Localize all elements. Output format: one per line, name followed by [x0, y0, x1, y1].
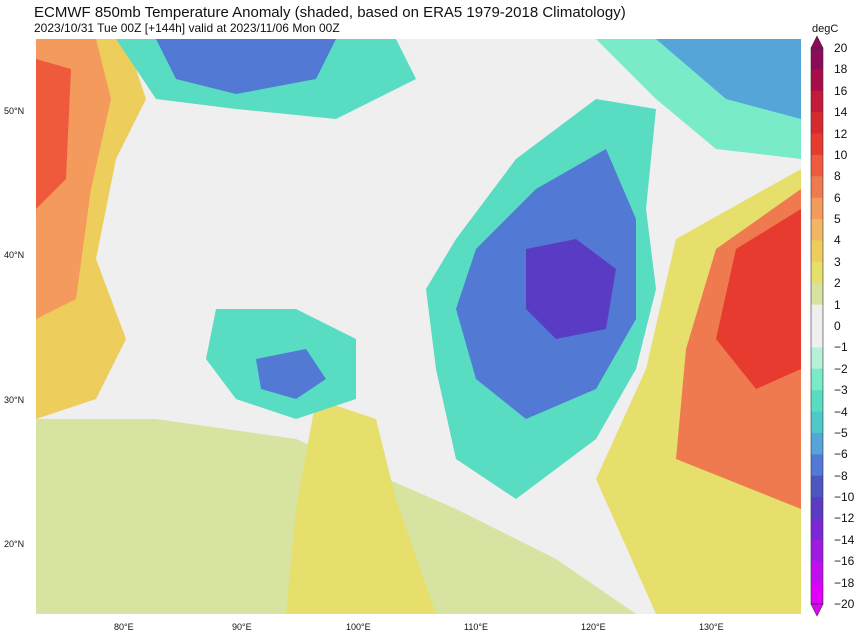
colorbar-tick-label: 6: [834, 190, 841, 205]
lon-label-110e: 110°E: [464, 622, 488, 632]
colorbar-tick-label: 18: [834, 62, 848, 77]
colorbar-bin: [811, 69, 823, 92]
lon-label-90e: 90°E: [232, 622, 252, 632]
colorbar-bin: [811, 48, 823, 70]
colorbar-tick-label: 20: [834, 41, 848, 55]
colorbar-bin: [811, 561, 823, 584]
colorbar-bin: [811, 304, 823, 327]
lat-label-20n: 20°N: [4, 539, 25, 549]
colorbar-tick-label: −14: [834, 532, 855, 547]
colorbar-bin: [811, 112, 823, 135]
colorbar-tick-label: −3: [834, 383, 848, 398]
colorbar-bin: [811, 154, 823, 177]
colorbar-bin: [811, 582, 823, 605]
colorbar-bin: [811, 326, 823, 348]
colorbar-bin: [811, 240, 823, 263]
colorbar-tick-label: 2: [834, 276, 841, 291]
colorbar-bin: [811, 133, 823, 156]
colorbar-tick-label: −5: [834, 425, 848, 440]
colorbar-unit: degC: [812, 23, 839, 35]
colorbar-tick-label: −2: [834, 361, 848, 376]
lon-label-80e: 80°E: [114, 622, 134, 632]
colorbar-tick-label: −6: [834, 447, 848, 462]
colorbar-tick-label: 5: [834, 212, 841, 227]
lon-label-100e: 100°E: [346, 622, 371, 632]
colorbar-tick-label: 12: [834, 126, 848, 141]
colorbar-bin: [811, 539, 823, 562]
lat-label-50n: 50°N: [4, 106, 25, 116]
colorbar-max-arrow: [810, 35, 824, 49]
colorbar-bin: [811, 90, 823, 113]
lon-label-120e: 120°E: [581, 622, 606, 632]
colorbar-tick-label: −1: [834, 340, 848, 355]
colorbar-bin: [811, 347, 823, 370]
colorbar: [810, 35, 824, 617]
colorbar-bin: [811, 176, 823, 199]
anomaly-field: [36, 39, 801, 614]
colorbar-tick-label: −12: [834, 511, 855, 526]
colorbar-tick-label: 0: [834, 319, 841, 333]
colorbar-bin: [811, 475, 823, 498]
colorbar-tick-label: −20: [834, 597, 855, 611]
colorbar-bin: [811, 411, 823, 434]
colorbar-bin: [811, 454, 823, 477]
colorbar-tick-label: 3: [834, 254, 841, 269]
colorbar-tick-label: 14: [834, 105, 848, 120]
colorbar-bin: [811, 283, 823, 306]
lon-label-130e: 130°E: [699, 622, 724, 632]
colorbar-bin: [811, 219, 823, 241]
anomaly-map: [36, 39, 801, 614]
colorbar-bin: [811, 261, 823, 284]
chart-title: ECMWF 850mb Temperature Anomaly (shaded,…: [34, 4, 626, 21]
colorbar-tick-label: 4: [834, 233, 841, 248]
colorbar-tick-label: 16: [834, 83, 848, 98]
lat-label-30n: 30°N: [4, 395, 25, 405]
colorbar-bin: [811, 368, 823, 391]
colorbar-tick-label: −18: [834, 575, 855, 590]
colorbar-tick-label: −4: [834, 404, 848, 419]
colorbar-bin: [811, 497, 823, 519]
colorbar-tick-label: −10: [834, 490, 855, 505]
colorbar-bin: [811, 390, 823, 413]
colorbar-tick-label: −16: [834, 554, 855, 569]
colorbar-bin: [811, 197, 823, 220]
colorbar-tick-label: −8: [834, 468, 848, 483]
colorbar-tick-label: 10: [834, 147, 848, 162]
chart-subtitle: 2023/10/31 Tue 00Z [+144h] valid at 2023…: [34, 21, 340, 35]
colorbar-bin: [811, 518, 823, 541]
lat-label-40n: 40°N: [4, 250, 25, 260]
colorbar-min-arrow: [810, 603, 824, 617]
colorbar-tick-label: 8: [834, 169, 841, 184]
colorbar-tick-label: 1: [834, 297, 841, 312]
colorbar-bin: [811, 432, 823, 455]
